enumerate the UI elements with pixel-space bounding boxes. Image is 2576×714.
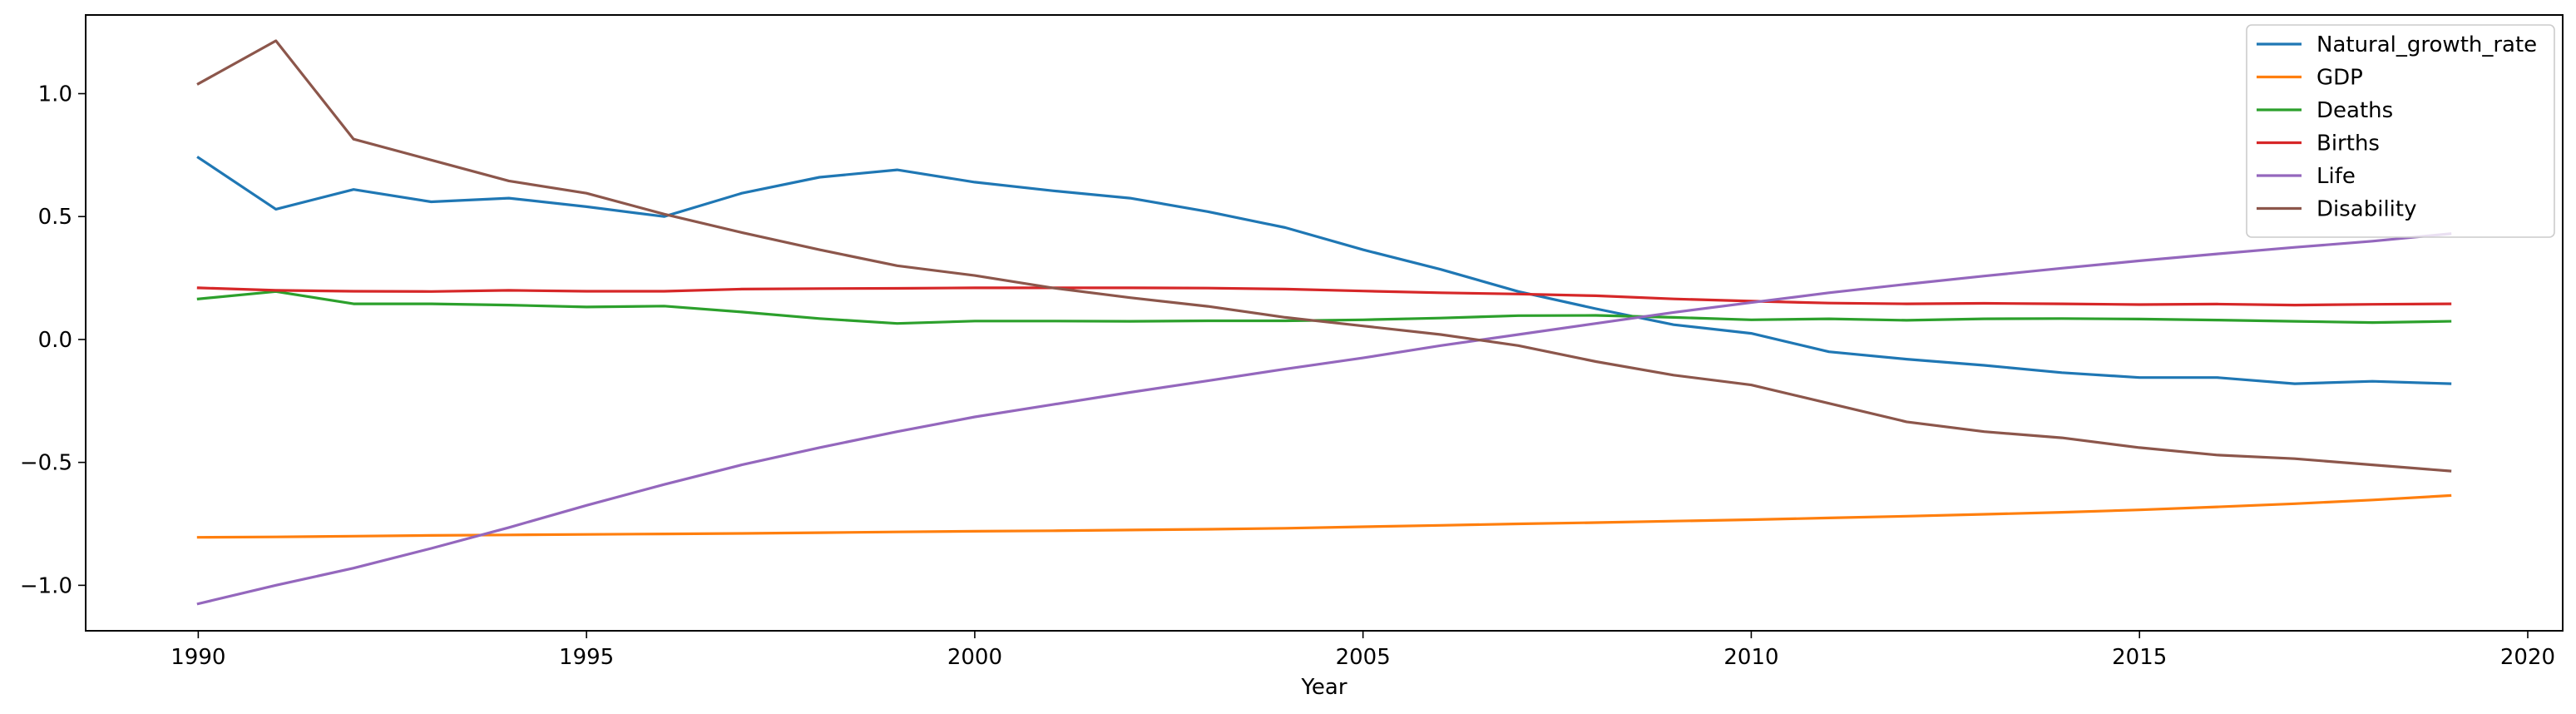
x-tick-label: 1990 [171, 645, 225, 670]
series-line-natural-growth-rate [196, 156, 2452, 385]
legend-label: Deaths [2316, 98, 2393, 123]
plot-frame [85, 14, 2564, 632]
y-axis: −1.0 −0.5 0.0 0.5 1.0 [20, 82, 86, 598]
x-tick-label: 2000 [947, 645, 1002, 670]
y-tick-label: 1.0 [38, 82, 72, 107]
y-tick-label: 0.0 [38, 328, 72, 353]
series-line-disability [196, 39, 2452, 473]
legend-label: Life [2316, 164, 2356, 189]
series-line-gdp [196, 493, 2452, 539]
x-axis-title: Year [1300, 675, 1347, 700]
y-tick-label: 0.5 [38, 205, 72, 230]
x-tick-label: 2010 [1723, 645, 1778, 670]
x-tick-label: 2005 [1336, 645, 1391, 670]
series-line-life [196, 232, 2452, 606]
x-tick-label: 2015 [2112, 645, 2167, 670]
x-tick-label: 1995 [559, 645, 614, 670]
legend-label: Natural_growth_rate [2316, 32, 2537, 57]
x-axis: 1990 1995 2000 2005 2010 2015 2020 [171, 631, 2555, 670]
series-layer [196, 39, 2452, 606]
legend-label: GDP [2316, 66, 2363, 91]
series-line-deaths [196, 290, 2452, 325]
x-tick-label: 2020 [2500, 645, 2555, 670]
legend-label: Births [2316, 131, 2380, 156]
legend-box [2246, 24, 2555, 238]
legend: Natural_growth_rate GDP Deaths Births Life Di… [2246, 24, 2555, 238]
series-line-births [196, 286, 2452, 307]
y-tick-label: −1.0 [20, 573, 72, 598]
y-tick-label: −0.5 [20, 451, 72, 476]
legend-label: Disability [2316, 197, 2416, 222]
